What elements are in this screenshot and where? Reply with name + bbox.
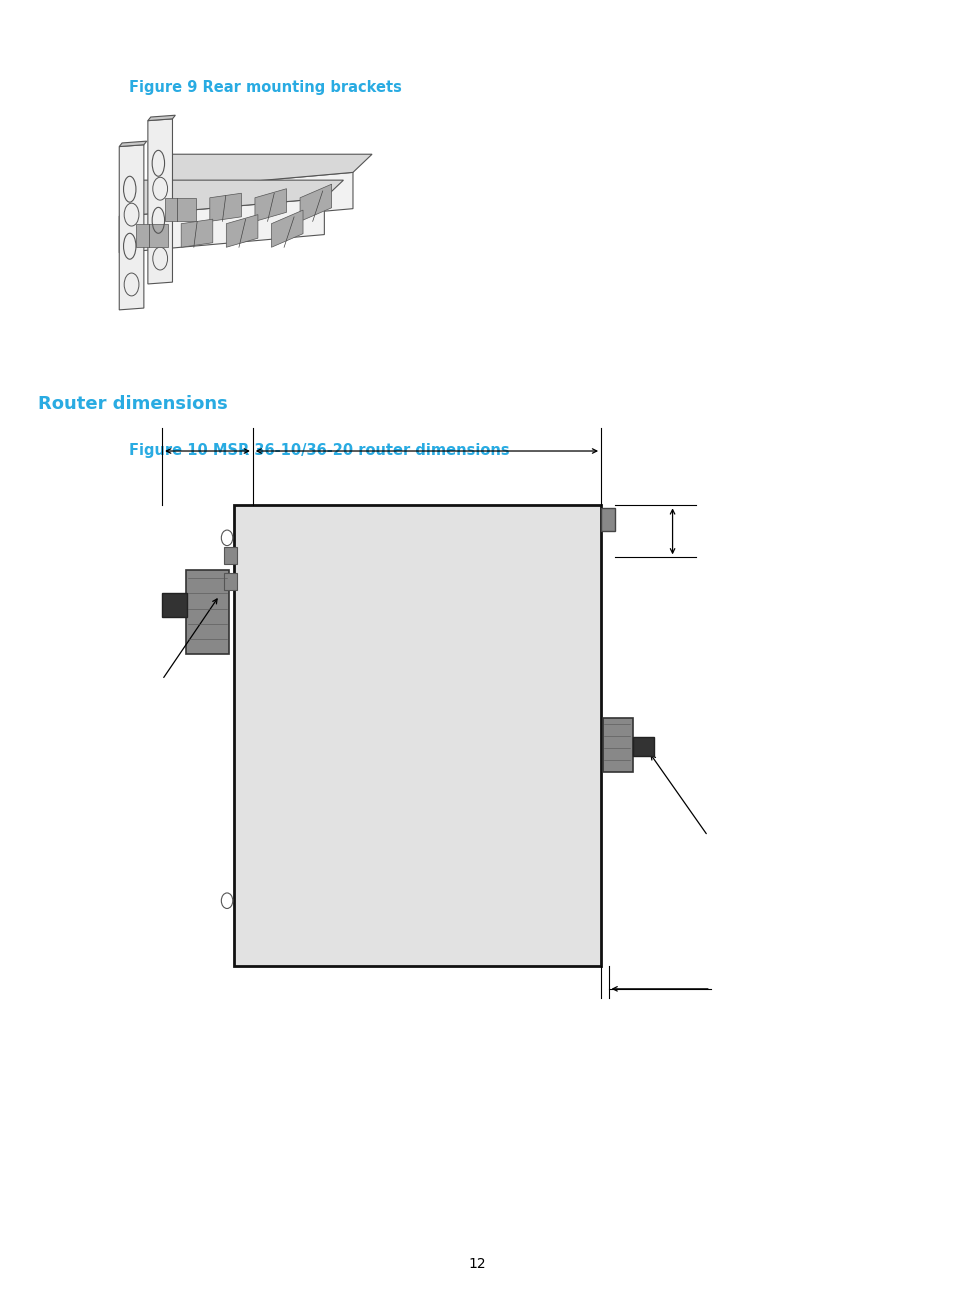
Polygon shape <box>148 154 372 191</box>
Polygon shape <box>254 189 286 222</box>
Polygon shape <box>119 145 144 310</box>
Polygon shape <box>165 198 196 222</box>
Bar <box>224 547 236 564</box>
Polygon shape <box>148 172 353 227</box>
Polygon shape <box>148 119 172 284</box>
Bar <box>186 570 229 654</box>
Text: Figure 10 MSR 36-10/36-20 router dimensions: Figure 10 MSR 36-10/36-20 router dimensi… <box>129 443 509 459</box>
Polygon shape <box>210 193 241 222</box>
Bar <box>224 573 236 590</box>
Bar <box>162 594 187 617</box>
Polygon shape <box>300 184 332 222</box>
Bar <box>233 505 600 966</box>
Bar <box>633 737 654 756</box>
Bar <box>600 508 615 531</box>
Text: 12: 12 <box>468 1257 485 1270</box>
Text: Router dimensions: Router dimensions <box>38 395 228 413</box>
Polygon shape <box>148 115 175 121</box>
Polygon shape <box>226 215 257 248</box>
Bar <box>602 718 633 772</box>
Polygon shape <box>119 198 324 253</box>
Polygon shape <box>119 141 147 146</box>
Polygon shape <box>272 210 303 248</box>
Polygon shape <box>136 224 168 248</box>
Polygon shape <box>119 180 343 216</box>
Text: Figure 9 Rear mounting brackets: Figure 9 Rear mounting brackets <box>129 80 401 96</box>
Polygon shape <box>181 219 213 248</box>
